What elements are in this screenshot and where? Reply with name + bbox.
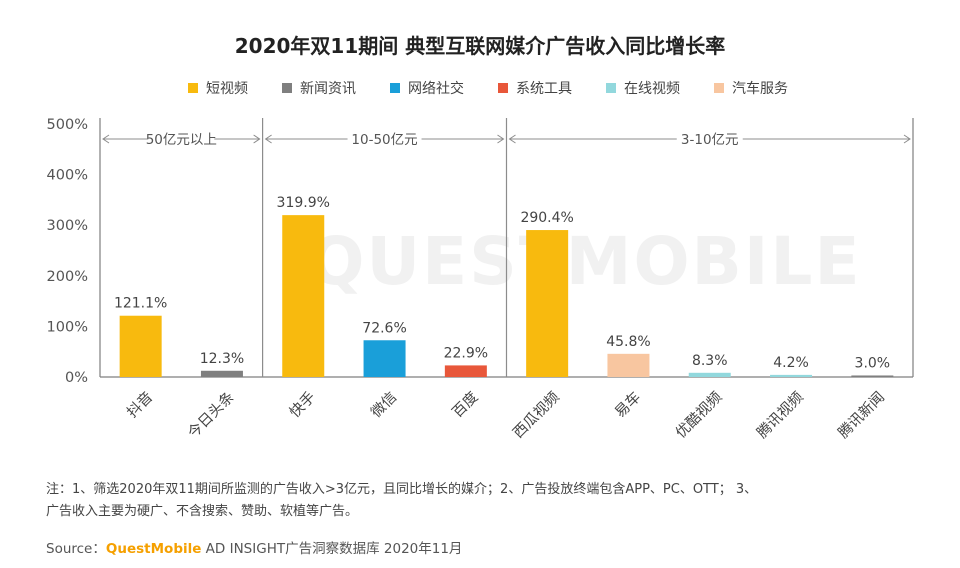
category-label: 腾讯新闻 <box>835 389 888 442</box>
group-bracket-arrow <box>102 134 110 144</box>
category-label: 今日头条 <box>185 389 238 442</box>
y-tick-label: 400% <box>47 168 88 184</box>
bar-5 <box>444 365 487 377</box>
legend-label: 汽车服务 <box>732 81 788 97</box>
bar-2 <box>200 370 243 377</box>
legend-label: 在线视频 <box>624 81 680 97</box>
bar-7 <box>607 353 650 377</box>
chart-legend: 短视频 新闻资讯 网络社交 系统工具 在线视频 汽车服务 <box>188 78 822 98</box>
chart-notes: 注：1、筛选2020年双11期间所监测的广告收入>3亿元，且同比增长的媒介；2、… <box>46 479 926 523</box>
source-suffix: AD INSIGHT广告洞察数据库 2020年11月 <box>201 541 463 557</box>
legend-swatch <box>714 83 724 93</box>
bar-value-label: 121.1% <box>114 296 167 312</box>
legend-swatch <box>390 83 400 93</box>
source-brand: QuestMobile <box>105 541 202 557</box>
bar-value-label: 3.0% <box>855 355 891 371</box>
group-bracket-arrow <box>508 134 516 144</box>
group-bracket-arrow <box>497 134 505 144</box>
group-label: 3-10亿元 <box>681 132 739 148</box>
legend-swatch <box>606 83 616 93</box>
bar-6 <box>526 230 569 377</box>
bar-value-label: 72.6% <box>362 320 406 336</box>
legend-item: 短视频 <box>188 78 248 98</box>
group-label: 10-50亿元 <box>351 132 417 148</box>
legend-item: 汽车服务 <box>714 78 788 98</box>
legend-label: 短视频 <box>206 81 248 97</box>
source-line: Source：QuestMobile AD INSIGHT广告洞察数据库 202… <box>46 537 462 557</box>
bar-3 <box>282 215 325 377</box>
y-tick-label: 500% <box>47 117 88 133</box>
bar-10 <box>851 375 894 377</box>
source-prefix: Source： <box>46 541 106 557</box>
legend-label: 系统工具 <box>516 81 572 97</box>
group-bracket-arrow <box>264 134 272 144</box>
watermark-text: QUESTMOBILE <box>308 223 861 300</box>
y-tick-label: 0% <box>65 370 88 386</box>
bar-value-label: 319.9% <box>277 195 330 211</box>
bar-8 <box>688 372 731 377</box>
bar-value-label: 8.3% <box>692 353 728 369</box>
legend-item: 在线视频 <box>606 78 680 98</box>
category-label: 微信 <box>368 389 401 422</box>
legend-item: 网络社交 <box>390 78 464 98</box>
bar-value-label: 290.4% <box>520 210 573 226</box>
category-label: 百度 <box>449 389 482 422</box>
legend-swatch <box>188 83 198 93</box>
category-label: 腾讯视频 <box>754 388 807 441</box>
legend-swatch <box>498 83 508 93</box>
chart-title: 2020年双11期间 典型互联网媒介广告收入同比增长率 <box>234 34 726 58</box>
bar-value-label: 12.3% <box>200 351 244 367</box>
group-bracket-arrow <box>253 134 261 144</box>
category-label: 快手 <box>286 389 319 422</box>
bar-value-label: 45.8% <box>606 334 650 350</box>
bar-9 <box>770 374 813 377</box>
bar-value-label: 22.9% <box>444 345 488 361</box>
category-label: 易车 <box>612 389 645 422</box>
bar-4 <box>363 340 406 377</box>
notes-line-1: 注：1、筛选2020年双11期间所监测的广告收入>3亿元，且同比增长的媒介；2、… <box>46 482 758 497</box>
y-tick-label: 100% <box>47 319 88 335</box>
y-tick-label: 200% <box>47 269 88 285</box>
legend-item: 系统工具 <box>498 78 572 98</box>
category-label: 西瓜视频 <box>510 388 563 441</box>
bar-value-label: 4.2% <box>773 355 809 371</box>
legend-label: 网络社交 <box>408 81 464 97</box>
legend-item: 新闻资讯 <box>282 78 356 98</box>
bar-1 <box>119 315 162 377</box>
group-bracket-arrow <box>903 134 911 144</box>
y-tick-label: 300% <box>47 218 88 234</box>
category-label: 抖音 <box>124 389 157 422</box>
bar-chart: QUESTMOBILE 0% 100% 200% 300% 400% 500% 50亿元以上 1… <box>47 117 914 442</box>
legend-label: 新闻资讯 <box>300 81 356 97</box>
group-label: 50亿元以上 <box>146 132 217 148</box>
category-label: 优酷视频 <box>672 388 725 441</box>
legend-swatch <box>282 83 292 93</box>
notes-line-2: 广告收入主要为硬广、不含搜索、赞助、软植等广告。 <box>46 504 359 519</box>
